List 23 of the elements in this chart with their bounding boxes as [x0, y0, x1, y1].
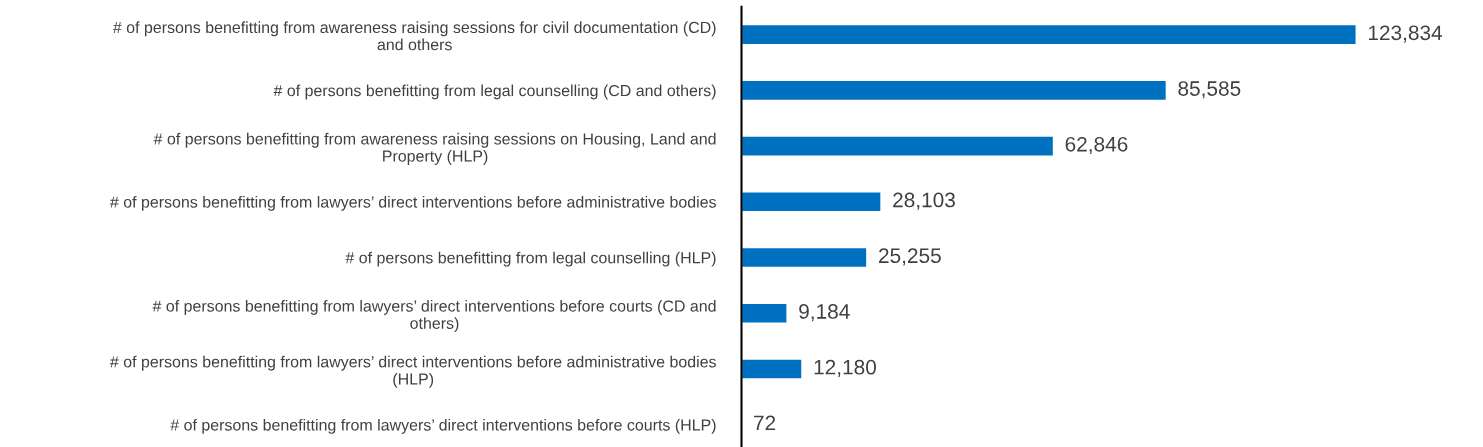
bar: [741, 79, 1168, 102]
y-tick-label: # of persons benefitting from lawyers’ direct interventions before courts (HLP): [170, 418, 716, 434]
bar: [741, 302, 788, 324]
y-tick-label: # of persons benefitting from awareness raising sessions for civil documentation (CD) and others: [112, 21, 716, 51]
y-tick-label: # of persons benefitting from awareness raising sessions on Housing, Land and Property (HLP): [153, 132, 716, 165]
data-label: 123,834: [1368, 25, 1443, 43]
bar: [741, 135, 1055, 157]
data-label: 62,846: [1065, 136, 1128, 155]
data-label: 25,255: [879, 248, 941, 266]
bar: [741, 358, 803, 380]
data-label: 85,585: [1178, 81, 1241, 99]
data-label: 9,184: [799, 304, 850, 322]
y-tick-label: # of persons benefitting from lawyers’ direct interventions before administrative bodies (HLP): [109, 355, 716, 388]
bar: [741, 191, 882, 213]
bar: [741, 23, 1357, 46]
y-tick-label: # of persons benefitting from lawyers’ direct interventions before administrative bodies: [109, 195, 716, 211]
data-label: 28,103: [893, 192, 955, 210]
bar: [741, 246, 868, 269]
y-tick-label: # of persons benefitting from lawyers’ direct interventions before courts (CD and others): [152, 300, 716, 333]
y-tick-label: # of persons benefitting from legal counselling (HLP): [345, 251, 716, 267]
data-label: 72: [754, 415, 776, 431]
y-tick-label: # of persons benefitting from legal counselling (CD and others): [273, 84, 716, 100]
data-label: 12,180: [814, 359, 876, 378]
